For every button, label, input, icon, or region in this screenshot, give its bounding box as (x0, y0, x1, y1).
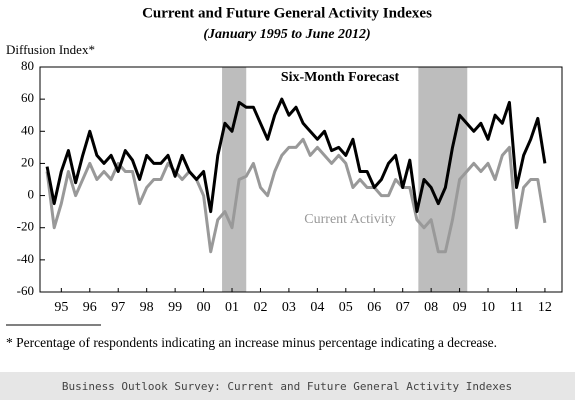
series-line (45, 137, 547, 254)
y-tick-label: -20 (17, 219, 34, 234)
x-tick-label: 00 (197, 300, 211, 315)
chart-title: Current and Future General Activity Inde… (142, 5, 432, 21)
x-tick-label: 06 (367, 300, 381, 315)
footnote: * Percentage of respondents indicating a… (6, 335, 497, 350)
chart-subtitle: (January 1995 to June 2012) (203, 27, 370, 42)
x-tick-label: 10 (481, 300, 495, 315)
x-tick-label: 02 (253, 300, 267, 315)
y-tick-label: 80 (21, 58, 34, 73)
footer-bar (0, 372, 575, 400)
y-tick-label: -60 (17, 283, 34, 298)
x-tick-label: 97 (111, 300, 125, 315)
x-tick-label: 98 (140, 300, 154, 315)
series-label: Current Activity (304, 212, 395, 227)
y-tick-label: 60 (21, 90, 34, 105)
x-tick-label: 04 (310, 300, 324, 315)
x-tick-label: 96 (83, 300, 97, 315)
y-axis-label: Diffusion Index* (6, 42, 95, 57)
x-tick-label: 09 (453, 300, 467, 315)
x-tick-label: 01 (225, 300, 239, 315)
x-tick-label: 07 (396, 300, 410, 315)
x-tick-label: 99 (168, 300, 182, 315)
y-tick-label: 20 (21, 154, 34, 169)
x-tick-label: 12 (538, 300, 552, 315)
x-tick-label: 08 (424, 300, 438, 315)
x-tick-label: 05 (339, 300, 353, 315)
footer-text: Business Outlook Survey: Current and Fut… (62, 380, 512, 393)
y-tick-label: -40 (17, 251, 34, 266)
series-label: Six-Month Forecast (281, 70, 400, 85)
series-line (45, 97, 547, 214)
plot-frame (39, 66, 563, 293)
y-tick-label: 40 (21, 122, 34, 137)
x-tick-label: 03 (282, 300, 296, 315)
x-tick-label: 95 (54, 300, 68, 315)
y-tick-label: 0 (28, 187, 35, 202)
x-tick-label: 11 (510, 300, 523, 315)
